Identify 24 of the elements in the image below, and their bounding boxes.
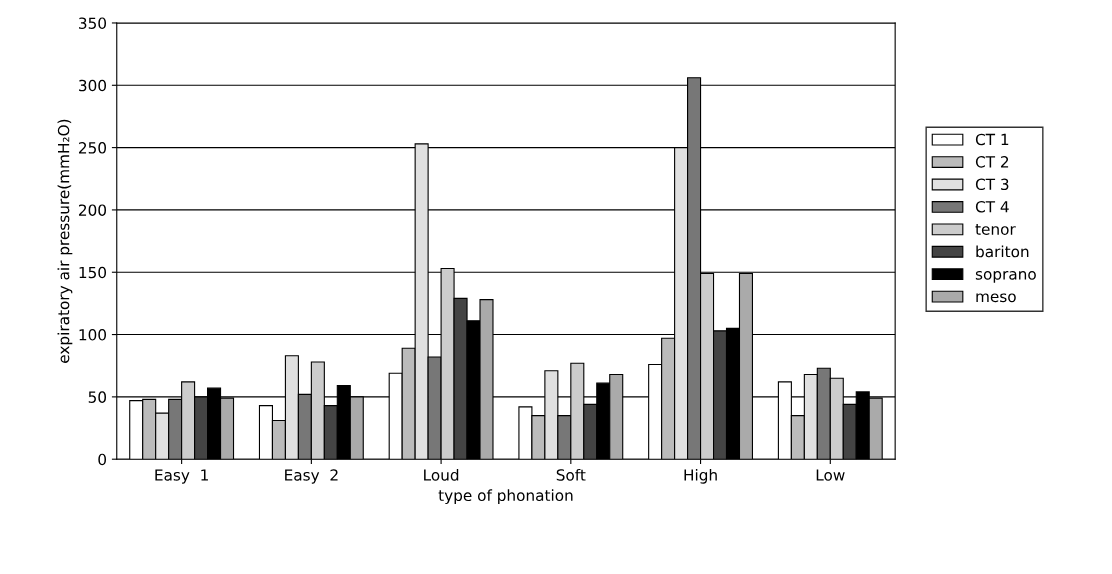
y-axis-title: expiratory air pressure(mmH₂O): [57, 119, 73, 363]
x-tick-label: Easy 2: [285, 469, 338, 484]
legend-label: CT 1: [975, 133, 1009, 146]
legend-label: CT 4: [975, 200, 1009, 213]
y-tick-label: 150: [79, 266, 107, 279]
x-tick-label: High: [684, 468, 717, 484]
x-axis-title: type of phonation: [438, 489, 573, 505]
y-tick-label: 350: [79, 17, 107, 29]
legend-label: soprano: [975, 270, 1036, 283]
x-tick-label: Soft: [556, 468, 586, 481]
legend-label: CT 2: [975, 156, 1009, 168]
legend-label: tenor: [975, 223, 1016, 235]
legend-label: bariton: [976, 245, 1029, 258]
y-tick-label: 100: [79, 329, 107, 341]
legend-label: CT 3: [975, 178, 1009, 191]
y-tick-label: 0: [98, 453, 107, 466]
x-tick-label: Easy 1: [155, 469, 208, 484]
legend-label: meso: [976, 293, 1016, 303]
x-tick-label: Loud: [424, 468, 459, 481]
x-tick-label: Low: [816, 469, 845, 481]
y-tick-label: 300: [79, 79, 107, 92]
y-tick-label: 200: [79, 204, 107, 216]
y-tick-label: 250: [79, 142, 107, 154]
y-tick-label: 50: [88, 391, 107, 403]
